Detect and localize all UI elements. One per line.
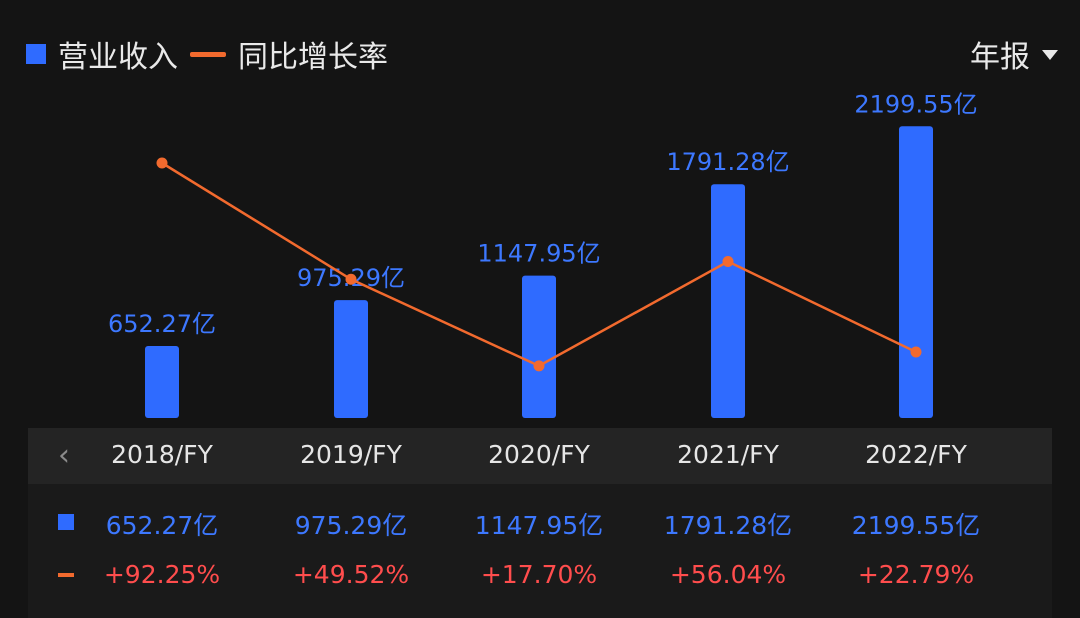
year-column-header: 2021/FY <box>677 440 779 469</box>
chevron-left-icon[interactable]: ‹ <box>58 438 70 473</box>
growth-point <box>533 360 545 372</box>
revenue-cell: 1147.95亿 <box>474 511 604 540</box>
period-dropdown[interactable]: 年报 <box>970 32 1058 76</box>
year-column-header: 2022/FY <box>865 440 967 469</box>
revenue-data-label: 652.27亿 <box>108 310 216 338</box>
revenue-cell: 652.27亿 <box>105 511 219 540</box>
revenue-cell: 975.29亿 <box>294 511 408 540</box>
legend-revenue-label: 营业收入 <box>58 40 178 75</box>
revenue-data-label: 1791.28亿 <box>666 148 789 176</box>
legend-revenue: 营业收入 <box>26 32 178 76</box>
legend-growth-label: 同比增长率 <box>238 40 388 75</box>
legend-bar-swatch <box>26 44 46 64</box>
growth-cell: +56.04% <box>669 560 787 589</box>
growth-point <box>156 157 168 169</box>
revenue-cell: 1791.28亿 <box>663 511 793 540</box>
growth-point <box>722 256 734 268</box>
revenue-cell: 2199.55亿 <box>851 511 981 540</box>
growth-row-marker <box>58 573 74 577</box>
revenue-row-marker <box>58 514 74 530</box>
year-column-header: 2018/FY <box>111 440 213 469</box>
chart-legend: 营业收入 同比增长率 <box>26 32 388 76</box>
revenue-bar <box>334 300 368 418</box>
caret-down-icon <box>1042 50 1058 60</box>
growth-cell: +92.25% <box>103 560 221 589</box>
revenue-bar <box>899 126 933 418</box>
period-value: 年报 <box>970 40 1030 75</box>
growth-cell: +22.79% <box>857 560 975 589</box>
legend-growth: 同比增长率 <box>190 32 388 76</box>
revenue-data-label: 2199.55亿 <box>854 90 977 118</box>
revenue-bar <box>711 184 745 418</box>
growth-cell: +49.52% <box>292 560 410 589</box>
table-header: ‹ <box>28 428 1052 484</box>
year-column-header: 2019/FY <box>300 440 402 469</box>
growth-point <box>910 346 922 358</box>
revenue-bar <box>522 275 556 418</box>
legend-line-swatch <box>190 51 226 57</box>
revenue-data-label: 1147.95亿 <box>477 240 600 268</box>
year-column-header: 2020/FY <box>488 440 590 469</box>
growth-cell: +17.70% <box>480 560 598 589</box>
revenue-bar <box>145 345 179 418</box>
data-table: ‹ 2018/FY 652.27亿 +92.25% 2019/FY 975.29亿 +49… <box>28 428 1052 618</box>
growth-point <box>345 273 357 285</box>
